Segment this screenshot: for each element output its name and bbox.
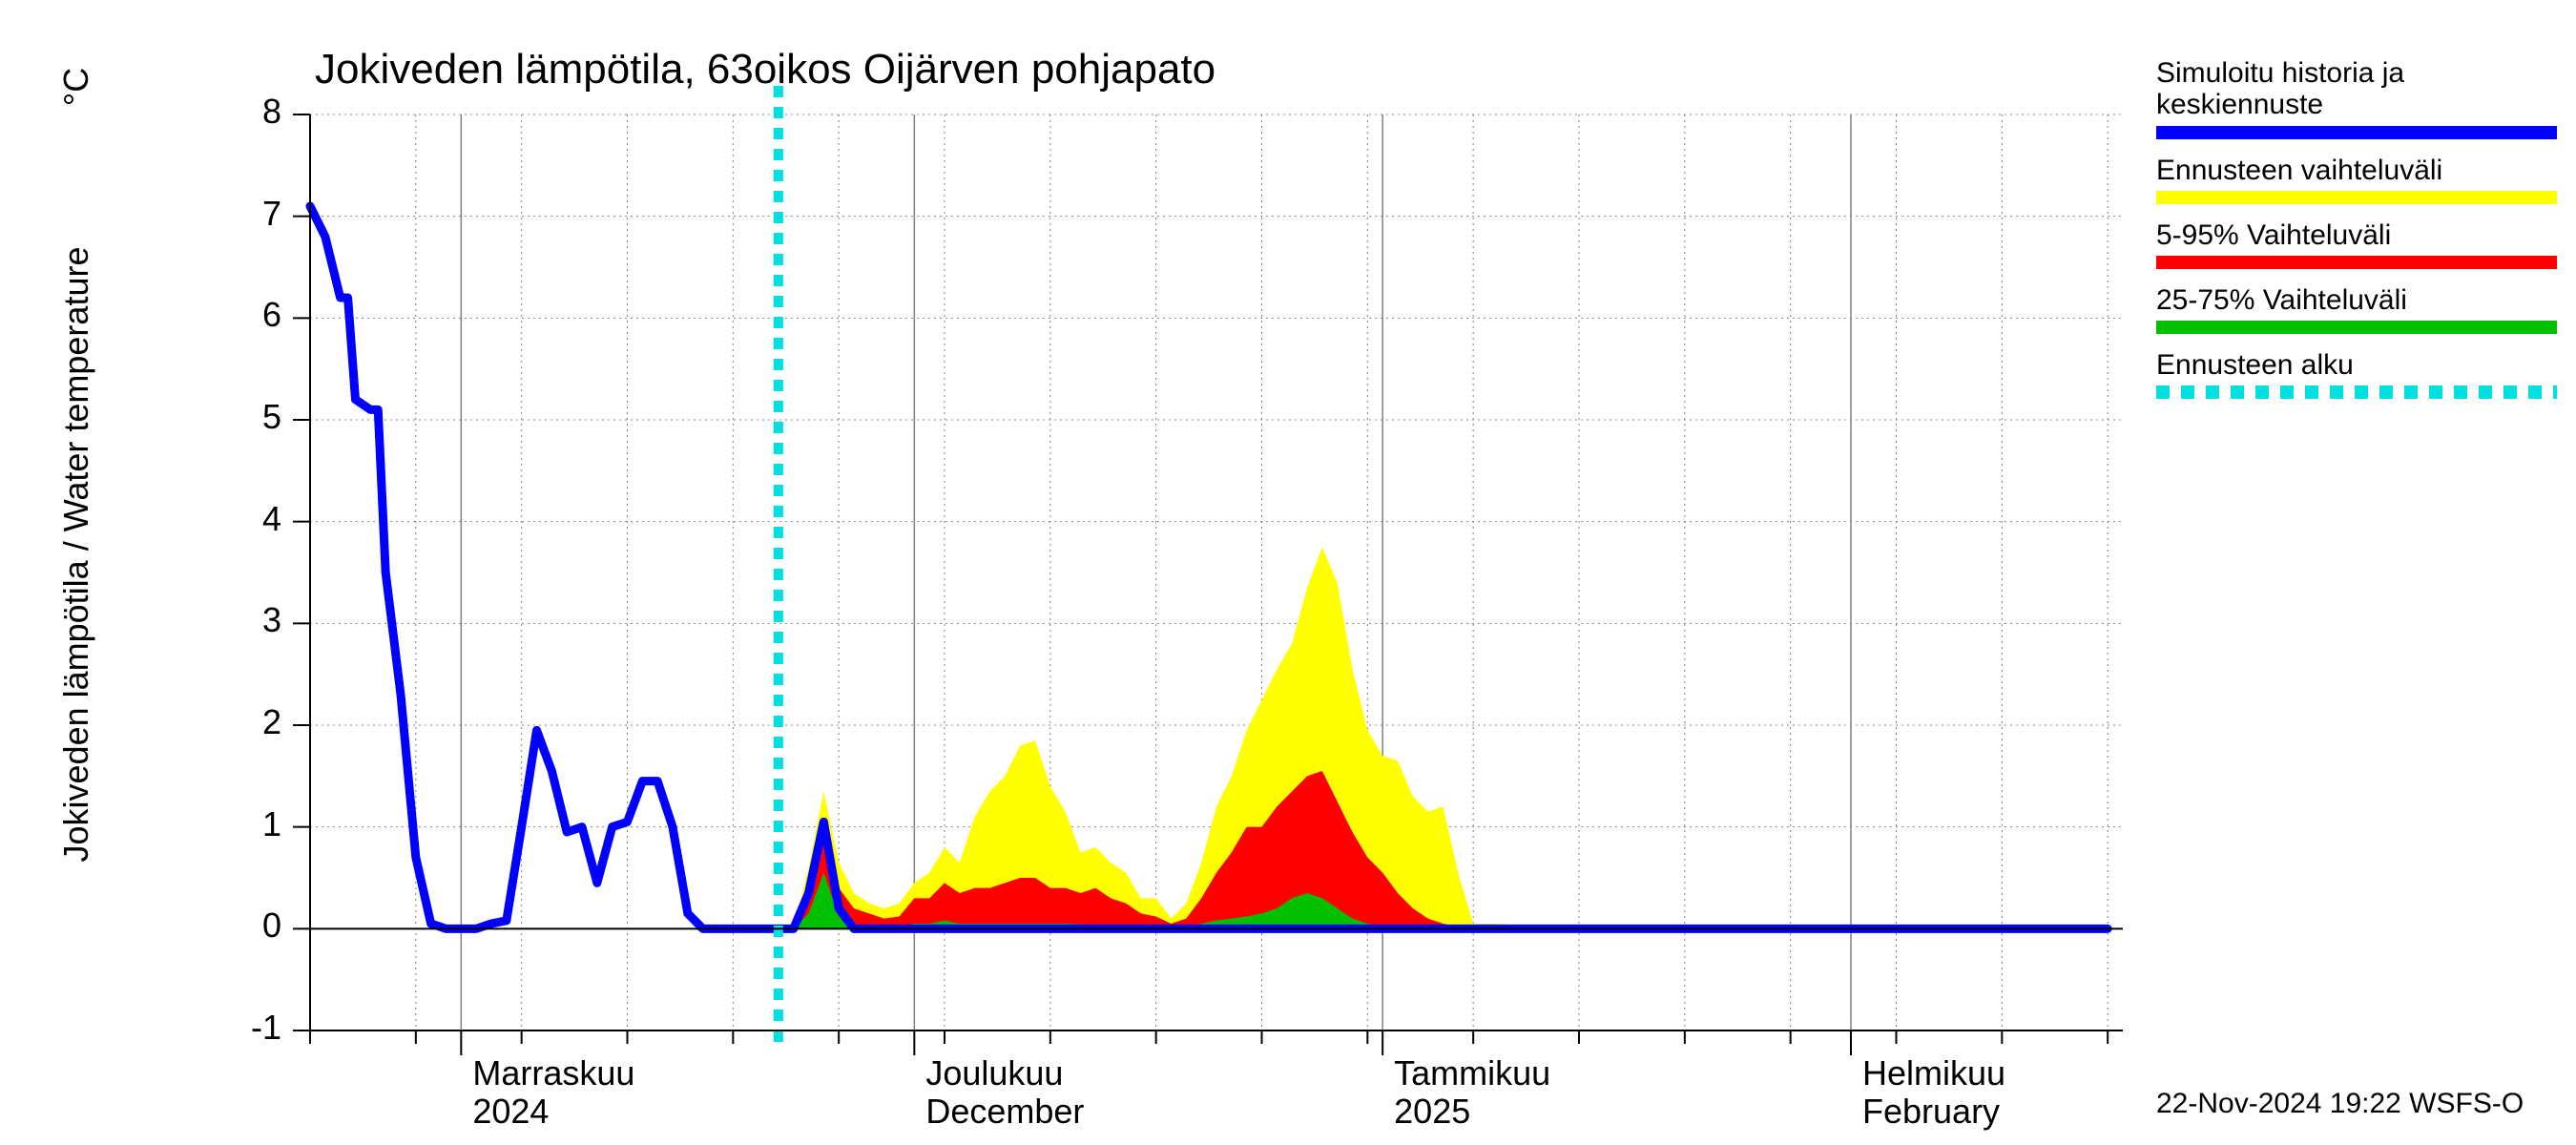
legend-swatch (2156, 385, 2557, 399)
legend-label: Ennusteen alku (2156, 349, 2557, 381)
legend-label: 25-75% Vaihteluväli (2156, 284, 2557, 316)
ytick-label: 0 (224, 906, 281, 946)
legend-swatch (2156, 126, 2557, 139)
ytick-label: 6 (224, 295, 281, 335)
xtick-label: Joulukuu (925, 1053, 1063, 1093)
ytick-label: 7 (224, 194, 281, 234)
xtick-label: Marraskuu (472, 1053, 634, 1093)
ytick-label: 1 (224, 804, 281, 844)
legend-swatch (2156, 191, 2557, 204)
xtick-label: Tammikuu (1394, 1053, 1550, 1093)
ytick-label: 2 (224, 702, 281, 742)
xtick-label: February (1862, 1092, 2000, 1132)
xtick-label: 2025 (1394, 1092, 1470, 1132)
legend-label: 5-95% Vaihteluväli (2156, 219, 2557, 251)
legend-label: Ennusteen vaihteluväli (2156, 155, 2557, 186)
ytick-label: 8 (224, 92, 281, 132)
xtick-label: 2024 (472, 1092, 549, 1132)
chart-footer: 22-Nov-2024 19:22 WSFS-O (2156, 1088, 2524, 1120)
ytick-label: -1 (224, 1008, 281, 1048)
legend-label: Simuloitu historia jakeskiennuste (2156, 57, 2557, 120)
legend-swatch (2156, 321, 2557, 334)
xtick-label: Helmikuu (1862, 1053, 2005, 1093)
ytick-label: 3 (224, 600, 281, 640)
ytick-label: 4 (224, 499, 281, 539)
xtick-label: December (925, 1092, 1084, 1132)
legend-swatch (2156, 256, 2557, 269)
ytick-label: 5 (224, 397, 281, 437)
